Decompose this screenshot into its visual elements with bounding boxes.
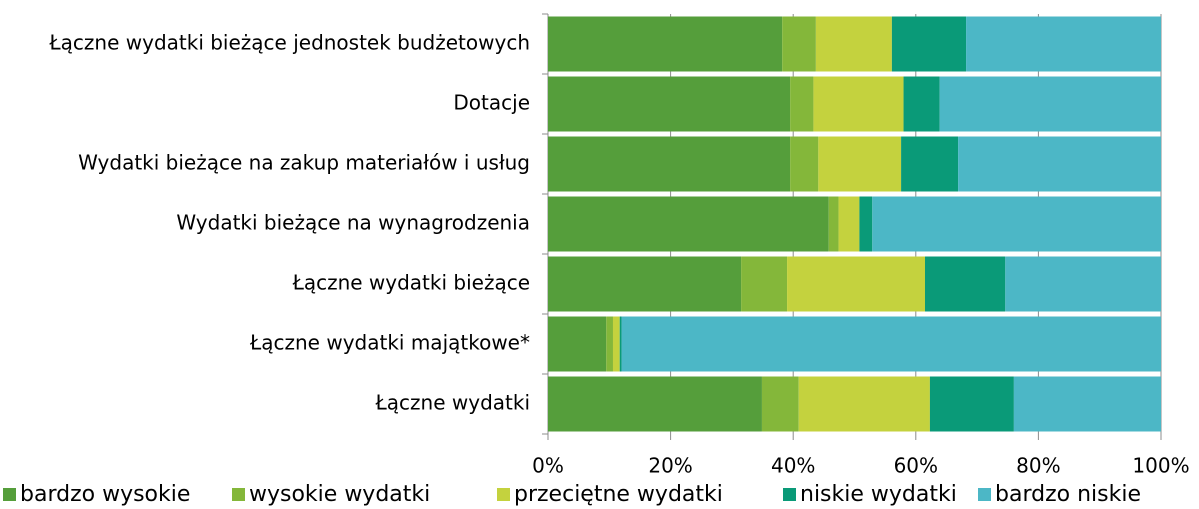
x-tick-label: 20% — [648, 454, 692, 478]
legend-label: bardzo wysokie — [20, 482, 190, 507]
bar-segment — [872, 196, 1161, 252]
bar-segment — [548, 256, 742, 312]
bar-segment — [818, 136, 902, 192]
x-tick-label: 80% — [1016, 454, 1060, 478]
legend-swatch — [3, 488, 16, 501]
bar-segment — [903, 76, 940, 132]
bar-segment — [929, 376, 1014, 432]
bar-segment — [548, 136, 791, 192]
bar-segment — [966, 16, 1161, 72]
bar-segment — [548, 376, 762, 432]
bar-segment — [859, 196, 873, 252]
bar-segment — [901, 136, 959, 192]
legend-label: wysokie wydatki — [249, 482, 430, 507]
legend-swatch — [497, 488, 510, 501]
legend-swatch — [783, 488, 796, 501]
y-tick-label: Łączne wydatki bieżące — [292, 271, 530, 295]
bar-segment — [548, 76, 791, 132]
bar-segment — [813, 76, 904, 132]
bar-segment — [790, 76, 814, 132]
bar-segment — [606, 316, 613, 372]
x-tick-label: 100% — [1132, 454, 1189, 478]
bar-segment — [782, 16, 816, 72]
bar-segment — [891, 16, 967, 72]
bar-segment — [798, 376, 930, 432]
bar-segment — [790, 136, 819, 192]
y-tick-label: Łączne wydatki bieżące jednostek budżeto… — [48, 31, 530, 55]
y-tick-label: Łączne wydatki — [375, 391, 530, 415]
bar-segment — [761, 376, 799, 432]
x-tick-label: 0% — [532, 454, 564, 478]
bar-segment — [619, 316, 622, 372]
bar-segment — [548, 316, 607, 372]
legend-swatch — [232, 488, 245, 501]
bar-segment — [838, 196, 860, 252]
legend: bardzo wysokie wysokie wydatki przeciętne … — [3, 482, 1141, 507]
x-tick-label: 40% — [771, 454, 815, 478]
bar-segment — [1005, 256, 1161, 312]
bar-segment — [612, 316, 620, 372]
bar-segment — [1013, 376, 1161, 432]
legend-label: bardzo niskie — [995, 482, 1141, 507]
legend-label: przeciętne wydatki — [514, 482, 723, 507]
bar-segment — [924, 256, 1006, 312]
y-tick-label: Dotacje — [453, 91, 530, 115]
bar-segment — [548, 16, 783, 72]
y-tick-label: Wydatki bieżące na wynagrodzenia — [176, 211, 530, 235]
bar-segment — [958, 136, 1161, 192]
legend-label: niskie wydatki — [800, 482, 957, 507]
y-tick-label: Wydatki bieżące na zakup materiałów i us… — [78, 151, 530, 175]
legend-swatch — [978, 488, 991, 501]
bar-segment — [939, 76, 1161, 132]
bar-segment — [787, 256, 925, 312]
x-tick-label: 60% — [894, 454, 938, 478]
bar-segment — [621, 316, 1161, 372]
bar-segment — [741, 256, 788, 312]
y-tick-label: Łączne wydatki majątkowe* — [249, 331, 530, 355]
bar-segment — [815, 16, 892, 72]
bar-segment — [828, 196, 839, 252]
bar-segment — [548, 196, 829, 252]
